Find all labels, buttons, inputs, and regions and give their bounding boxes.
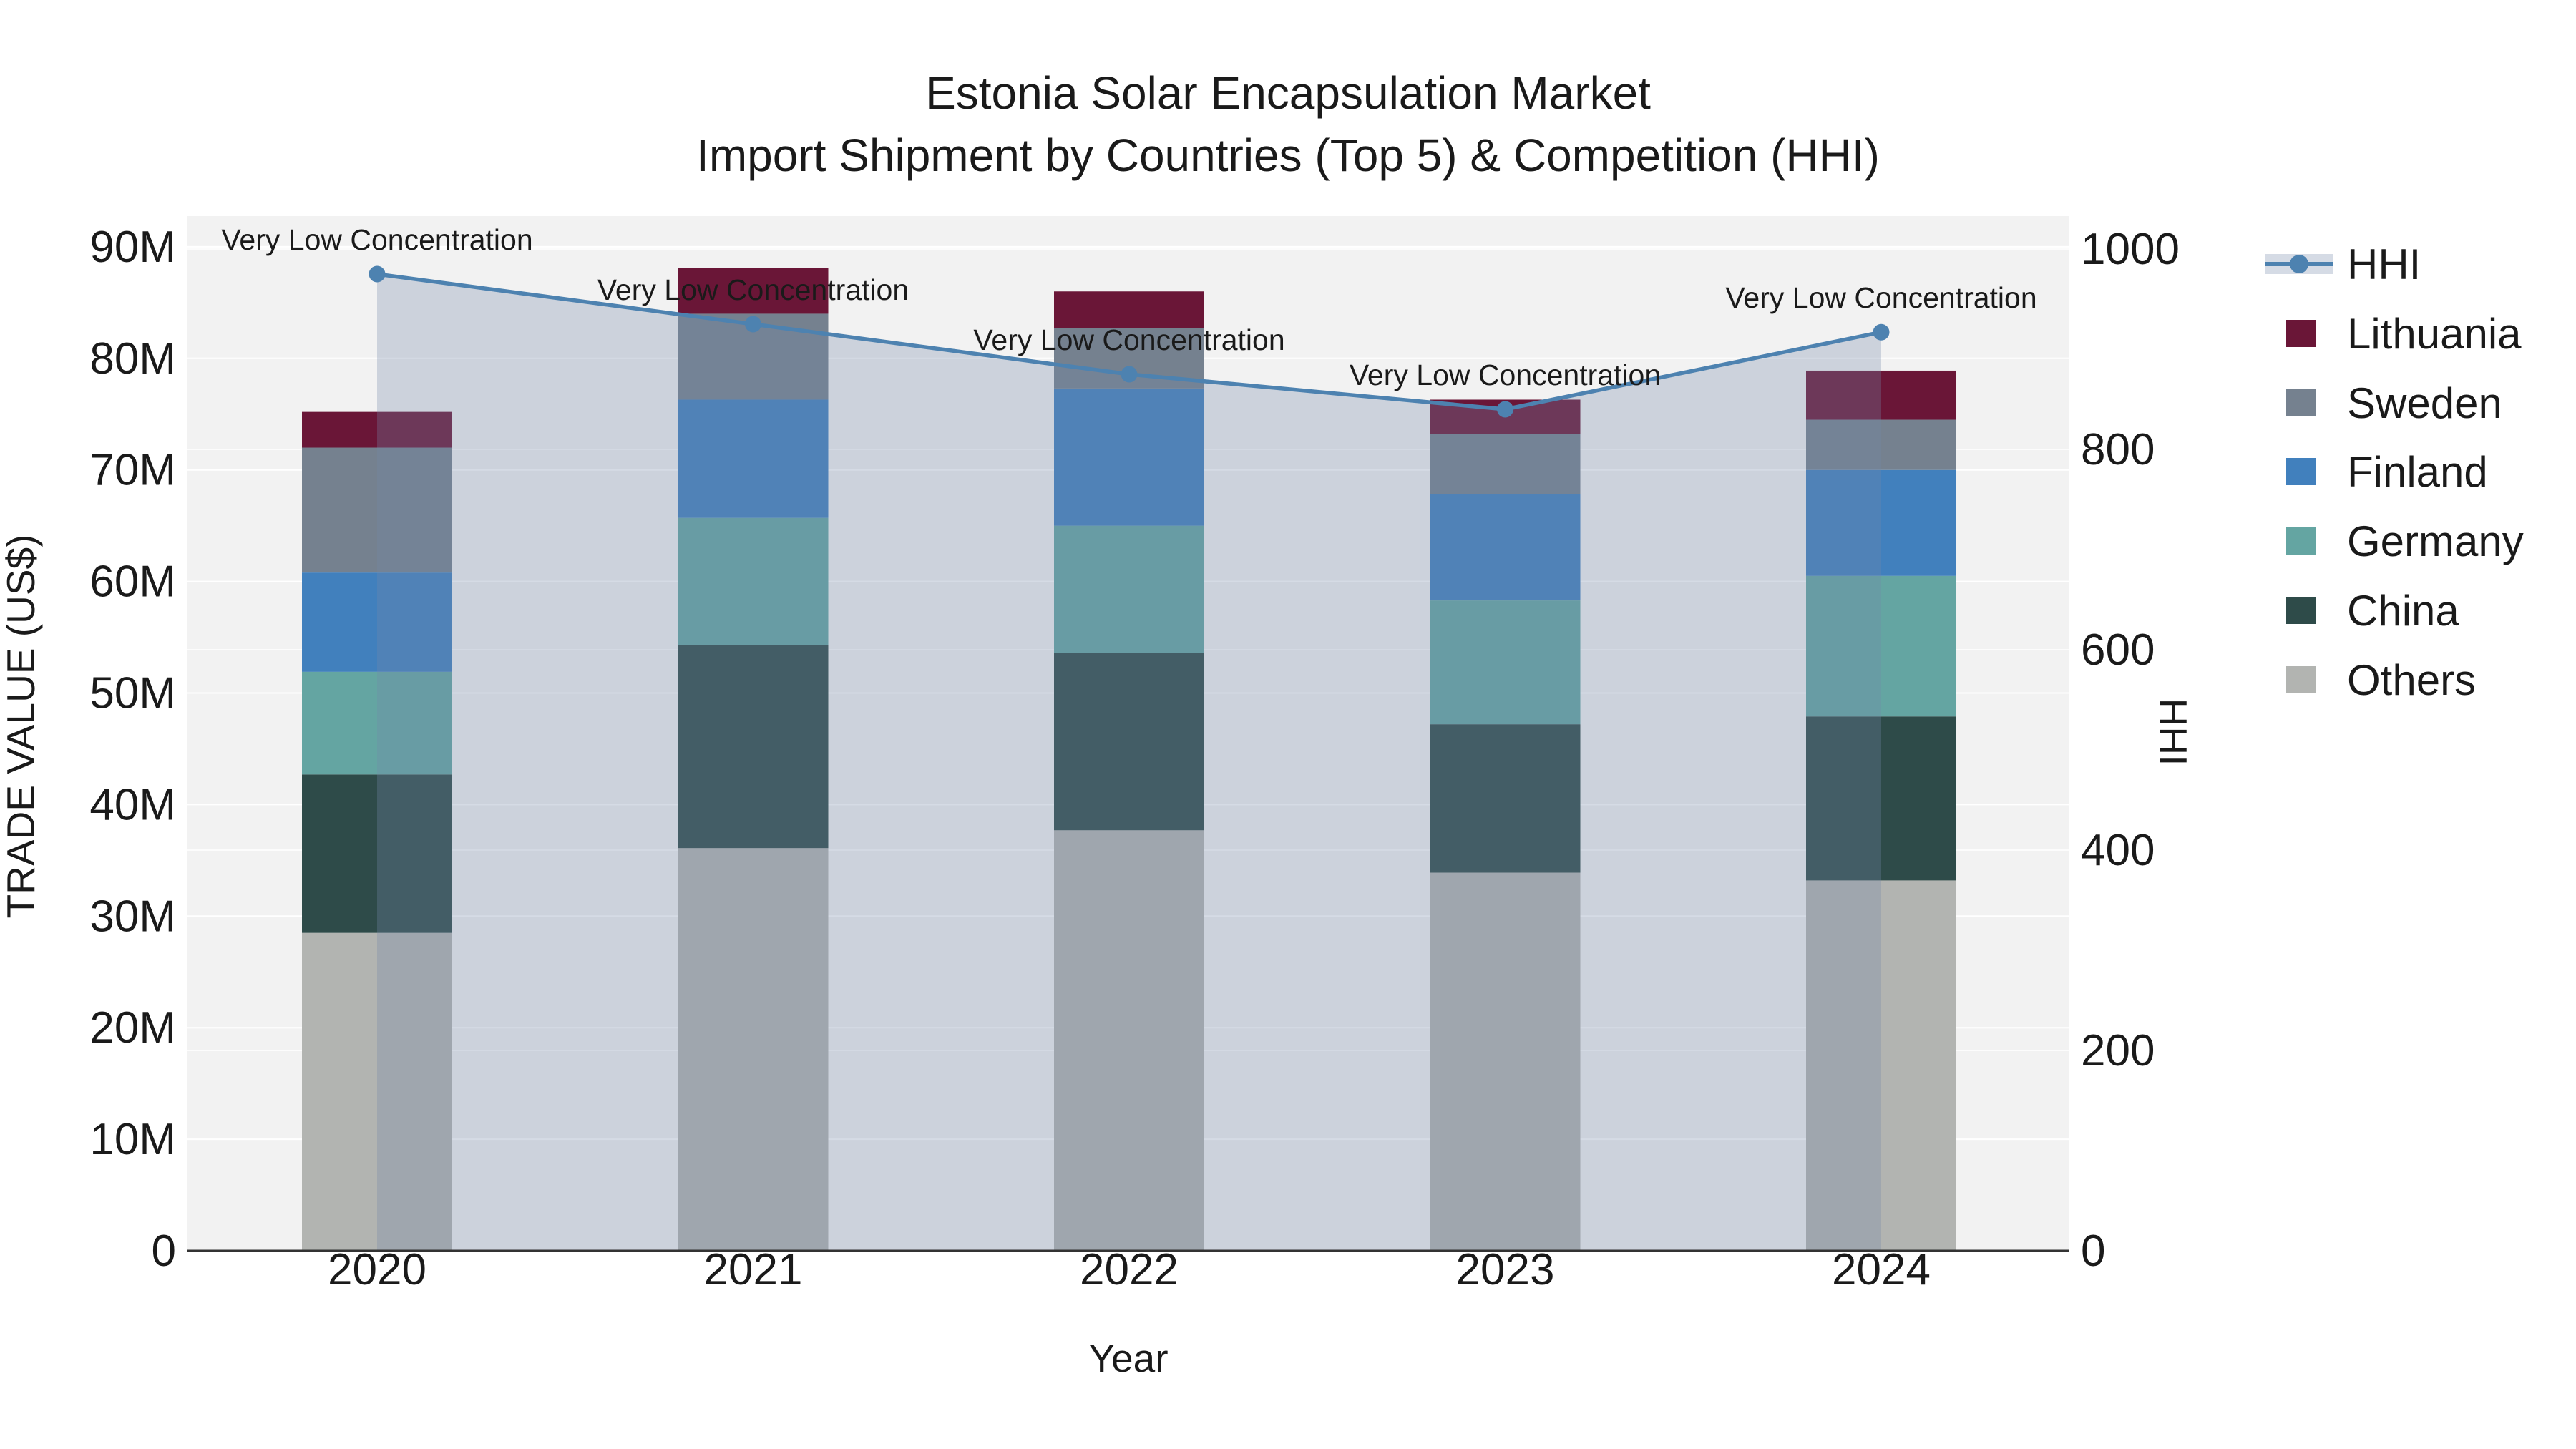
bar-segment-germany-2020[interactable] xyxy=(302,671,452,775)
legend-item-lithuania[interactable]: Lithuania xyxy=(2286,310,2522,358)
hhi-point-2023[interactable] xyxy=(1497,401,1513,418)
bar-segment-finland-2022[interactable] xyxy=(1054,388,1204,526)
bar-segment-germany-2023[interactable] xyxy=(1430,600,1581,725)
bar-segment-sweden-2024[interactable] xyxy=(1806,419,1956,470)
legend-label-sweden: Sweden xyxy=(2347,379,2502,427)
hhi-point-2020[interactable] xyxy=(369,265,386,283)
bar-segment-lithuania-2024[interactable] xyxy=(1806,370,1956,420)
legend-swatch-china xyxy=(2286,597,2316,624)
annotation-2024: Very Low Concentration xyxy=(1725,281,2036,314)
x-tick-2020: 2020 xyxy=(328,1245,426,1294)
y-right-tick-400: 400 xyxy=(2081,826,2155,875)
bar-segment-sweden-2020[interactable] xyxy=(302,447,452,573)
y-left-tick-30M: 30M xyxy=(89,892,176,941)
chart-title-line1: Estonia Solar Encapsulation Market xyxy=(925,67,1651,119)
legend-label-germany: Germany xyxy=(2347,517,2524,565)
hhi-area xyxy=(377,274,1881,1251)
legend-swatch-sweden xyxy=(2286,389,2316,416)
x-tick-2024: 2024 xyxy=(1832,1245,1931,1294)
annotation-2022: Very Low Concentration xyxy=(973,323,1284,356)
bar-segment-others-2021[interactable] xyxy=(678,848,829,1251)
legend-label-lithuania: Lithuania xyxy=(2347,310,2522,358)
bar-segment-finland-2024[interactable] xyxy=(1806,469,1956,576)
y-left-tick-40M: 40M xyxy=(89,780,176,829)
bar-segment-germany-2022[interactable] xyxy=(1054,525,1204,653)
legend-item-germany[interactable]: Germany xyxy=(2286,517,2524,565)
legend-label-others: Others xyxy=(2347,656,2476,704)
legend-swatch-lithuania xyxy=(2286,320,2316,347)
bar-segment-china-2021[interactable] xyxy=(678,645,829,849)
bar-segment-germany-2024[interactable] xyxy=(1806,575,1956,717)
legend-item-hhi[interactable]: HHI xyxy=(2265,240,2421,288)
plot-layer: Very Low Concentration Very Low Concentra… xyxy=(89,216,2180,1294)
y-left-tick-80M: 80M xyxy=(89,334,176,384)
y-right-tick-200: 200 xyxy=(2081,1026,2155,1075)
legend-item-china[interactable]: China xyxy=(2286,587,2459,635)
legend-item-sweden[interactable]: Sweden xyxy=(2286,379,2502,427)
y-left-tick-90M: 90M xyxy=(89,223,176,272)
y-left-tick-0: 0 xyxy=(152,1226,176,1276)
right-axis-title: HHI xyxy=(2151,698,2195,766)
y-right-tick-1000: 1000 xyxy=(2081,225,2180,274)
hhi-point-2022[interactable] xyxy=(1121,366,1138,383)
bar-segment-others-2022[interactable] xyxy=(1054,830,1204,1251)
y-left-tick-10M: 10M xyxy=(89,1115,176,1164)
bar-segment-china-2022[interactable] xyxy=(1054,653,1204,831)
legend-item-others[interactable]: Others xyxy=(2286,656,2476,704)
bar-segment-lithuania-2021[interactable] xyxy=(678,268,829,314)
bar-segment-finland-2023[interactable] xyxy=(1430,494,1581,601)
legend-hhi-marker xyxy=(2290,255,2308,273)
bar-segment-sweden-2023[interactable] xyxy=(1430,434,1581,494)
x-tick-2022: 2022 xyxy=(1080,1245,1179,1294)
hhi-point-2024[interactable] xyxy=(1873,323,1890,341)
legend-label-hhi: HHI xyxy=(2347,240,2421,288)
left-axis-title: TRADE VALUE (US$) xyxy=(0,535,43,919)
legend-label-china: China xyxy=(2347,587,2459,635)
bar-segment-germany-2021[interactable] xyxy=(678,517,829,645)
x-tick-2023: 2023 xyxy=(1456,1245,1555,1294)
chart-title-line2: Import Shipment by Countries (Top 5) & C… xyxy=(696,130,1880,181)
legend-swatch-finland xyxy=(2286,458,2316,485)
bar-segment-others-2020[interactable] xyxy=(302,932,452,1251)
legend-item-finland[interactable]: Finland xyxy=(2286,448,2488,496)
legend-swatch-germany xyxy=(2286,527,2316,555)
y-right-tick-800: 800 xyxy=(2081,425,2155,474)
y-right-tick-0: 0 xyxy=(2081,1226,2105,1276)
bar-segment-china-2020[interactable] xyxy=(302,774,452,933)
bar-segment-finland-2021[interactable] xyxy=(678,399,829,518)
bar-segment-china-2024[interactable] xyxy=(1806,716,1956,881)
y-left-tick-60M: 60M xyxy=(89,557,176,607)
annotation-2023: Very Low Concentration xyxy=(1350,358,1661,391)
legend: HHI Lithuania Sweden Finland Germany China Oth… xyxy=(2265,240,2524,704)
x-axis-title: Year xyxy=(1088,1336,1168,1380)
y-left-tick-20M: 20M xyxy=(89,1003,176,1053)
bar-segment-china-2023[interactable] xyxy=(1430,724,1581,873)
bar-segment-others-2024[interactable] xyxy=(1806,880,1956,1251)
bar-segment-finland-2020[interactable] xyxy=(302,572,452,672)
x-tick-2021: 2021 xyxy=(704,1245,803,1294)
y-left-tick-50M: 50M xyxy=(89,669,176,718)
legend-label-finland: Finland xyxy=(2347,448,2488,496)
legend-swatch-others xyxy=(2286,666,2316,693)
y-left-tick-70M: 70M xyxy=(89,446,176,495)
bar-segment-lithuania-2022[interactable] xyxy=(1054,291,1204,328)
bar-segment-others-2023[interactable] xyxy=(1430,872,1581,1251)
y-right-tick-600: 600 xyxy=(2081,625,2155,675)
bar-segment-lithuania-2020[interactable] xyxy=(302,411,452,448)
hhi-point-2021[interactable] xyxy=(745,316,761,333)
annotation-2020: Very Low Concentration xyxy=(221,223,532,256)
annotation-2021: Very Low Concentration xyxy=(597,273,909,306)
